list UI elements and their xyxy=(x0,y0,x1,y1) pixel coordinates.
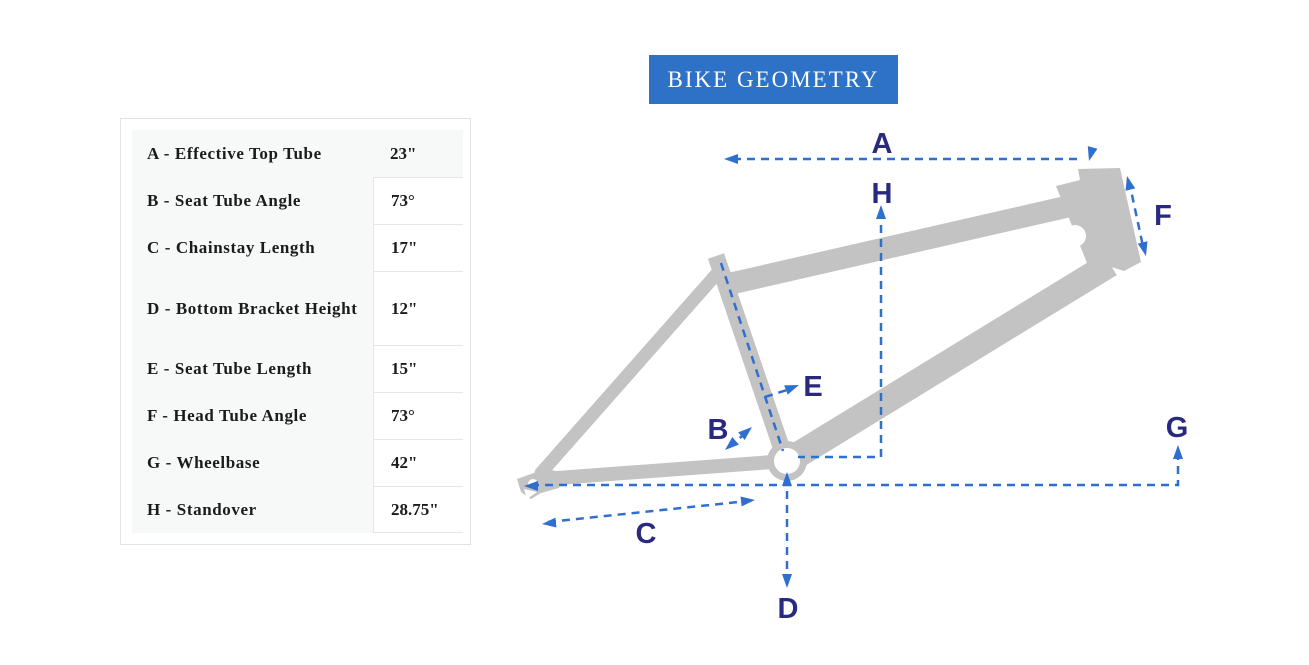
spec-label: D - Bottom Bracket Height xyxy=(147,298,358,318)
dimension-labels: A H F E B G C D xyxy=(636,128,1189,625)
spec-label: G - Wheelbase xyxy=(147,453,261,472)
spec-label: B - Seat Tube Angle xyxy=(147,191,302,210)
spec-row-b: B - Seat Tube Angle 73° xyxy=(132,177,463,224)
seat-stay-tube xyxy=(534,262,728,480)
spec-value: 15" xyxy=(373,345,463,392)
geometry-table-card: A - Effective Top Tube 23" B - Seat Tube… xyxy=(120,118,471,545)
spec-value: 23" xyxy=(390,143,417,163)
spec-row-c: C - Chainstay Length 17" xyxy=(132,224,463,271)
spec-label: E - Seat Tube Length xyxy=(147,359,313,378)
spec-label: H - Standover xyxy=(147,500,257,519)
rear-dropout xyxy=(517,469,562,499)
spec-row-g: G - Wheelbase 42" xyxy=(132,439,463,486)
page-title-banner: BIKE GEOMETRY xyxy=(649,55,898,104)
dimension-g-label: G xyxy=(1166,412,1189,444)
spec-row-f: F - Head Tube Angle 73° xyxy=(132,392,463,439)
spec-value: 73° xyxy=(373,392,463,439)
seat-tube-axis-line xyxy=(719,262,785,452)
dimension-lines xyxy=(524,146,1183,588)
spec-value: 17" xyxy=(373,224,463,271)
spec-value: 28.75" xyxy=(373,486,463,533)
dropout-notch xyxy=(524,489,537,499)
dimension-f-label: F xyxy=(1154,200,1172,232)
dimension-d-label: D xyxy=(778,593,799,625)
head-gusset-hole xyxy=(1064,225,1086,247)
spec-row-h: H - Standover 28.75" xyxy=(132,486,463,533)
spec-value: 42" xyxy=(373,439,463,486)
dimension-b-arrow xyxy=(721,423,756,454)
spec-label: A - Effective Top Tube xyxy=(147,144,322,163)
dimension-c-label: C xyxy=(636,518,657,550)
spec-value: 73° xyxy=(373,177,463,224)
spec-label: C - Chainstay Length xyxy=(147,238,316,257)
dimension-b-label: B xyxy=(708,414,729,446)
spec-label: F - Head Tube Angle xyxy=(147,406,308,425)
spec-row-e: E - Seat Tube Length 15" xyxy=(132,345,463,392)
dimension-a-label: A xyxy=(872,128,893,160)
dimension-h-label: H xyxy=(872,178,893,210)
dimension-c-arrow xyxy=(541,495,756,529)
top-tube xyxy=(726,190,1095,295)
dimension-d-arrow xyxy=(782,472,792,588)
page-title: BIKE GEOMETRY xyxy=(667,66,880,92)
chainstay-tube xyxy=(537,454,793,486)
spec-value: 12" xyxy=(373,271,463,345)
geometry-table: A - Effective Top Tube 23" B - Seat Tube… xyxy=(132,130,463,533)
dimension-f-arrow xyxy=(1122,174,1151,258)
dimension-a-arrow xyxy=(724,146,1098,164)
dimension-e-label: E xyxy=(803,371,822,403)
dimension-h-arrow xyxy=(798,205,886,459)
spec-row-d: D - Bottom Bracket Height 12" xyxy=(132,271,463,345)
dimension-e-arrow xyxy=(764,380,801,399)
down-tube xyxy=(781,252,1117,473)
bike-frame-illustration xyxy=(517,168,1141,499)
spec-row-a: A - Effective Top Tube 23" xyxy=(132,130,463,177)
bottom-bracket-hole xyxy=(774,448,800,474)
ground-and-dimension-g-arrow xyxy=(524,445,1183,491)
head-tube xyxy=(1056,168,1141,281)
